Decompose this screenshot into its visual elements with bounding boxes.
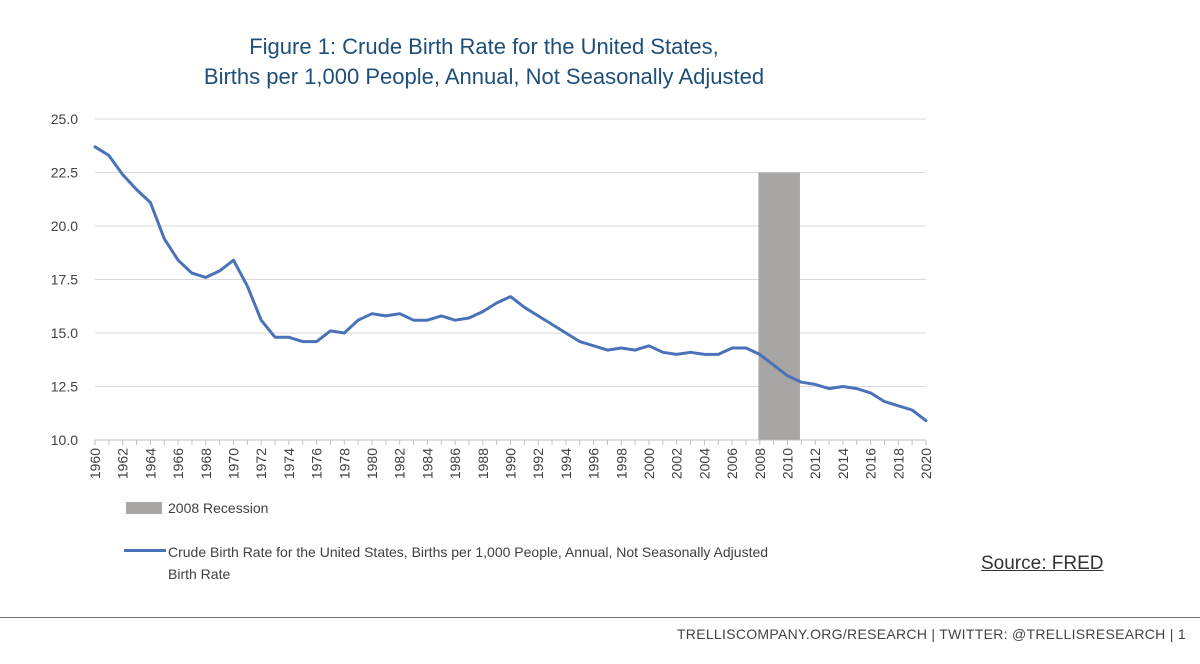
x-tick-label: 2020	[918, 448, 934, 479]
y-tick-label: 10.0	[51, 432, 78, 448]
legend-series-label: Crude Birth Rate for the United States, …	[168, 541, 888, 585]
x-tick-label: 1968	[198, 448, 214, 479]
x-tick-label: 2002	[669, 448, 685, 479]
x-tick-label: 1972	[253, 448, 269, 479]
line-chart: 10.012.515.017.520.022.525.0 1960 1962 196…	[51, 111, 934, 479]
x-tick-label: 2008	[752, 448, 768, 479]
x-axis	[94, 439, 927, 445]
x-tick-label: 1986	[447, 448, 463, 479]
x-tick-label: 1960	[87, 448, 103, 479]
y-tick-label: 20.0	[51, 218, 78, 234]
legend-recession-label: 2008 Recession	[168, 500, 269, 516]
y-axis-tick-labels: 10.0 12.5 15.0 17.5 20.0 22.5 25.0	[51, 111, 78, 448]
x-tick-label: 2004	[696, 448, 712, 479]
x-tick-label: 1964	[142, 448, 158, 479]
y-tick-label: 22.5	[51, 165, 78, 181]
x-tick-label: 1984	[419, 448, 435, 479]
footer-text: TRELLISCOMPANY.ORG/RESEARCH | TWITTER: @…	[676, 626, 1186, 642]
x-tick-label: 2016	[863, 448, 879, 479]
legend-series-swatch	[124, 549, 166, 552]
x-tick-label: 2018	[890, 448, 906, 479]
x-tick-label: 1982	[392, 448, 408, 479]
x-tick-label: 2006	[724, 448, 740, 479]
legend-recession-swatch	[126, 502, 162, 514]
x-tick-label: 1994	[558, 448, 574, 479]
legend-series: Crude Birth Rate for the United States, …	[124, 541, 888, 585]
legend-series-label-line-1: Crude Birth Rate for the United States, …	[168, 544, 769, 560]
x-tick-label: 1978	[336, 448, 352, 479]
series-line-birth-rate	[93, 145, 928, 423]
y-tick-label: 15.0	[51, 325, 78, 341]
x-tick-label: 1996	[586, 448, 602, 479]
legend-recession: 2008 Recession	[126, 499, 268, 517]
chart-title-line-1: Figure 1: Crude Birth Rate for the Unite…	[249, 34, 719, 59]
y-tick-label: 17.5	[51, 272, 78, 288]
x-tick-label: 1988	[475, 448, 491, 479]
y-tick-label: 25.0	[51, 111, 78, 127]
footer-divider	[0, 617, 1200, 618]
chart-title: Figure 1: Crude Birth Rate for the Unite…	[96, 32, 872, 92]
x-tick-label: 1962	[115, 448, 131, 479]
recession-band	[758, 172, 800, 440]
x-tick-label: 2012	[807, 448, 823, 479]
source-link[interactable]: Source: FRED	[981, 553, 1104, 574]
x-tick-label: 2010	[780, 448, 796, 479]
x-tick-label: 1974	[281, 448, 297, 479]
x-tick-label: 1990	[503, 448, 519, 479]
y-tick-label: 12.5	[51, 379, 78, 395]
x-tick-label: 1992	[530, 448, 546, 479]
x-tick-label: 2000	[641, 448, 657, 479]
x-tick-label: 1998	[613, 448, 629, 479]
x-tick-label: 1976	[309, 448, 325, 479]
series-group	[93, 145, 928, 423]
chart-title-line-2: Births per 1,000 People, Annual, Not Sea…	[203, 64, 765, 89]
recession-band-group	[758, 172, 800, 440]
x-tick-label: 2014	[835, 448, 851, 479]
gridlines	[95, 118, 926, 387]
x-axis-tick-labels: 1960 1962 1964 1966 1968 1970 1972 1974 1976 1978…	[87, 448, 934, 479]
x-tick-label: 1980	[364, 448, 380, 479]
legend-series-label-line-2: Birth Rate	[168, 566, 231, 582]
x-tick-label: 1970	[226, 448, 242, 479]
x-tick-label: 1966	[170, 448, 186, 479]
